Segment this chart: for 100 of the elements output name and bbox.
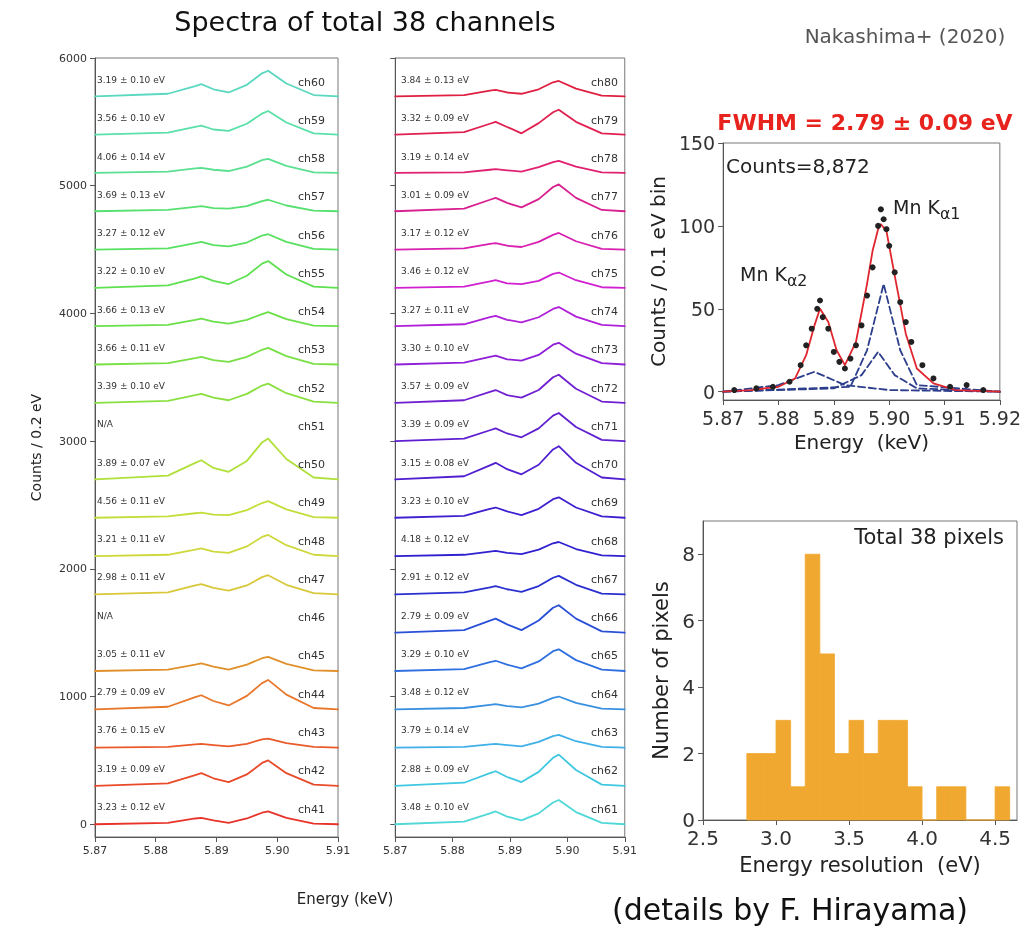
series-label: ch58 <box>297 152 325 166</box>
x-tick-label: 5.92 <box>978 406 1021 429</box>
x-tick-label: 5.89 <box>812 406 855 429</box>
series-label: ch72 <box>590 381 618 395</box>
x-tick-label: 5.87 <box>702 406 745 429</box>
series-label: ch48 <box>297 534 325 548</box>
y-axis-title: Number of pixels <box>648 581 673 760</box>
annotation: 4.56 ± 0.11 eV <box>97 495 165 506</box>
annotation: 4.06 ± 0.14 eV <box>97 151 165 162</box>
series-label: ch41 <box>297 802 325 816</box>
series-label: ch78 <box>590 152 618 166</box>
series-label: ch70 <box>590 458 618 472</box>
annotation: N/A <box>97 419 113 430</box>
annotation: 3.46 ± 0.12 eV <box>401 266 469 277</box>
series-label: ch52 <box>297 381 325 395</box>
y-tick-label: 0 <box>703 380 716 403</box>
annotation: 4.18 ± 0.12 eV <box>401 534 469 545</box>
series-label: ch61 <box>590 802 618 816</box>
text: ch51 <box>297 419 325 433</box>
annotation: 3.27 ± 0.12 eV <box>97 228 165 239</box>
annotation: 3.19 ± 0.14 eV <box>401 151 469 162</box>
annotation: 3.27 ± 0.11 eV <box>401 304 469 315</box>
series-label: ch54 <box>297 305 325 319</box>
series-label: ch59 <box>297 113 325 127</box>
x-tick-label: 5.88 <box>440 844 465 857</box>
annotation: N/A <box>97 610 113 621</box>
annotation: 3.01 ± 0.09 eV <box>401 189 469 200</box>
series-label: ch56 <box>297 228 325 242</box>
x-tick-label: 5.91 <box>612 844 637 857</box>
text: Nakashima+ (2020) <box>804 24 1006 48</box>
annotation: 2.91 ± 0.12 eV <box>401 572 469 583</box>
annotation: 3.89 ± 0.07 eV <box>97 457 165 468</box>
annotation: 3.66 ± 0.13 eV <box>97 304 165 315</box>
y-tick-label: 50 <box>690 297 716 320</box>
x-tick-label: 3.0 <box>760 826 792 850</box>
annotation: 3.66 ± 0.11 eV <box>97 342 165 353</box>
x-tick-label: 4.0 <box>906 826 938 850</box>
chart-title: FWHM = 2.79 ± 0.09 eV <box>717 110 1013 135</box>
y-tick-label: 4000 <box>59 306 87 320</box>
annotation: Mn K$_{α2}$ <box>740 263 808 290</box>
annotation: 3.21 ± 0.11 eV <box>97 534 165 545</box>
annotation: 3.48 ± 0.12 eV <box>401 687 469 698</box>
series-label: ch67 <box>590 572 618 586</box>
x-axis-title: Energy (keV) <box>296 890 394 908</box>
y-tick-label: 5000 <box>59 179 87 193</box>
y-tick-label: 8 <box>682 542 695 567</box>
series-label: ch55 <box>297 266 325 280</box>
series-label: ch42 <box>297 764 325 778</box>
annotation: 2.88 ± 0.09 eV <box>401 763 469 774</box>
x-tick-label: 4.5 <box>979 826 1011 850</box>
annotation: 3.84 ± 0.13 eV <box>401 75 469 86</box>
annotation: 3.39 ± 0.09 eV <box>401 419 469 430</box>
annotation: 3.23 ± 0.10 eV <box>401 495 469 506</box>
annotation: 3.48 ± 0.10 eV <box>401 802 469 812</box>
series-label: ch76 <box>590 228 618 242</box>
x-tick-label: 5.91 <box>923 406 966 429</box>
series-label: ch66 <box>590 611 618 625</box>
series-label: ch79 <box>590 113 618 127</box>
series-label: ch49 <box>297 496 325 510</box>
x-tick-label: 5.90 <box>868 406 911 429</box>
annotation: 3.32 ± 0.09 eV <box>401 113 469 124</box>
annotation: 3.79 ± 0.14 eV <box>401 725 469 736</box>
x-tick-label: 5.89 <box>204 844 229 857</box>
series-label: ch65 <box>590 649 618 663</box>
chart-title: Spectra of total 38 channels <box>174 6 556 37</box>
annotation: 3.57 ± 0.09 eV <box>401 381 469 392</box>
series-label: ch45 <box>297 649 325 663</box>
y-tick-label: 0 <box>80 817 87 831</box>
series-label: ch53 <box>297 343 325 357</box>
annotation: 3.56 ± 0.10 eV <box>97 113 165 124</box>
series-label: ch60 <box>297 75 325 89</box>
annotation: 3.29 ± 0.10 eV <box>401 648 469 659</box>
series-label: ch47 <box>297 572 325 586</box>
x-tick-label: 5.87 <box>82 844 108 857</box>
series-label: ch63 <box>590 725 618 739</box>
x-tick-label: 5.90 <box>555 844 580 857</box>
y-tick-label: 2000 <box>59 562 87 576</box>
y-axis-title: Counts / 0.1 eV bin <box>646 176 670 367</box>
series-label: ch68 <box>590 534 618 548</box>
x-tick-label: 5.89 <box>497 844 523 857</box>
text: ch46 <box>297 611 325 625</box>
annotation: 3.23 ± 0.12 eV <box>97 802 165 812</box>
y-tick-label: 6 <box>682 608 695 633</box>
series-label: ch62 <box>590 764 618 778</box>
annotation: 3.19 ± 0.09 eV <box>97 763 165 774</box>
series-label: ch69 <box>590 496 618 510</box>
y-tick-label: 150 <box>678 132 716 154</box>
series-label: ch80 <box>590 75 618 89</box>
series-label: ch43 <box>297 725 325 739</box>
x-tick-label: 5.87 <box>383 844 408 857</box>
x-tick-label: 5.88 <box>757 406 800 429</box>
annotation: 3.69 ± 0.13 eV <box>97 189 165 200</box>
x-tick-label: 3.5 <box>833 826 865 850</box>
x-axis-title: Energy resolution (eV) <box>739 852 981 877</box>
annotation: 2.98 ± 0.11 eV <box>97 572 165 583</box>
series-label: ch73 <box>590 343 618 357</box>
y-axis-title: Counts / 0.2 eV <box>28 393 44 502</box>
text: (details by F. Hirayama) <box>611 892 969 927</box>
series-label: ch71 <box>590 419 618 433</box>
series-label: ch77 <box>590 190 618 204</box>
